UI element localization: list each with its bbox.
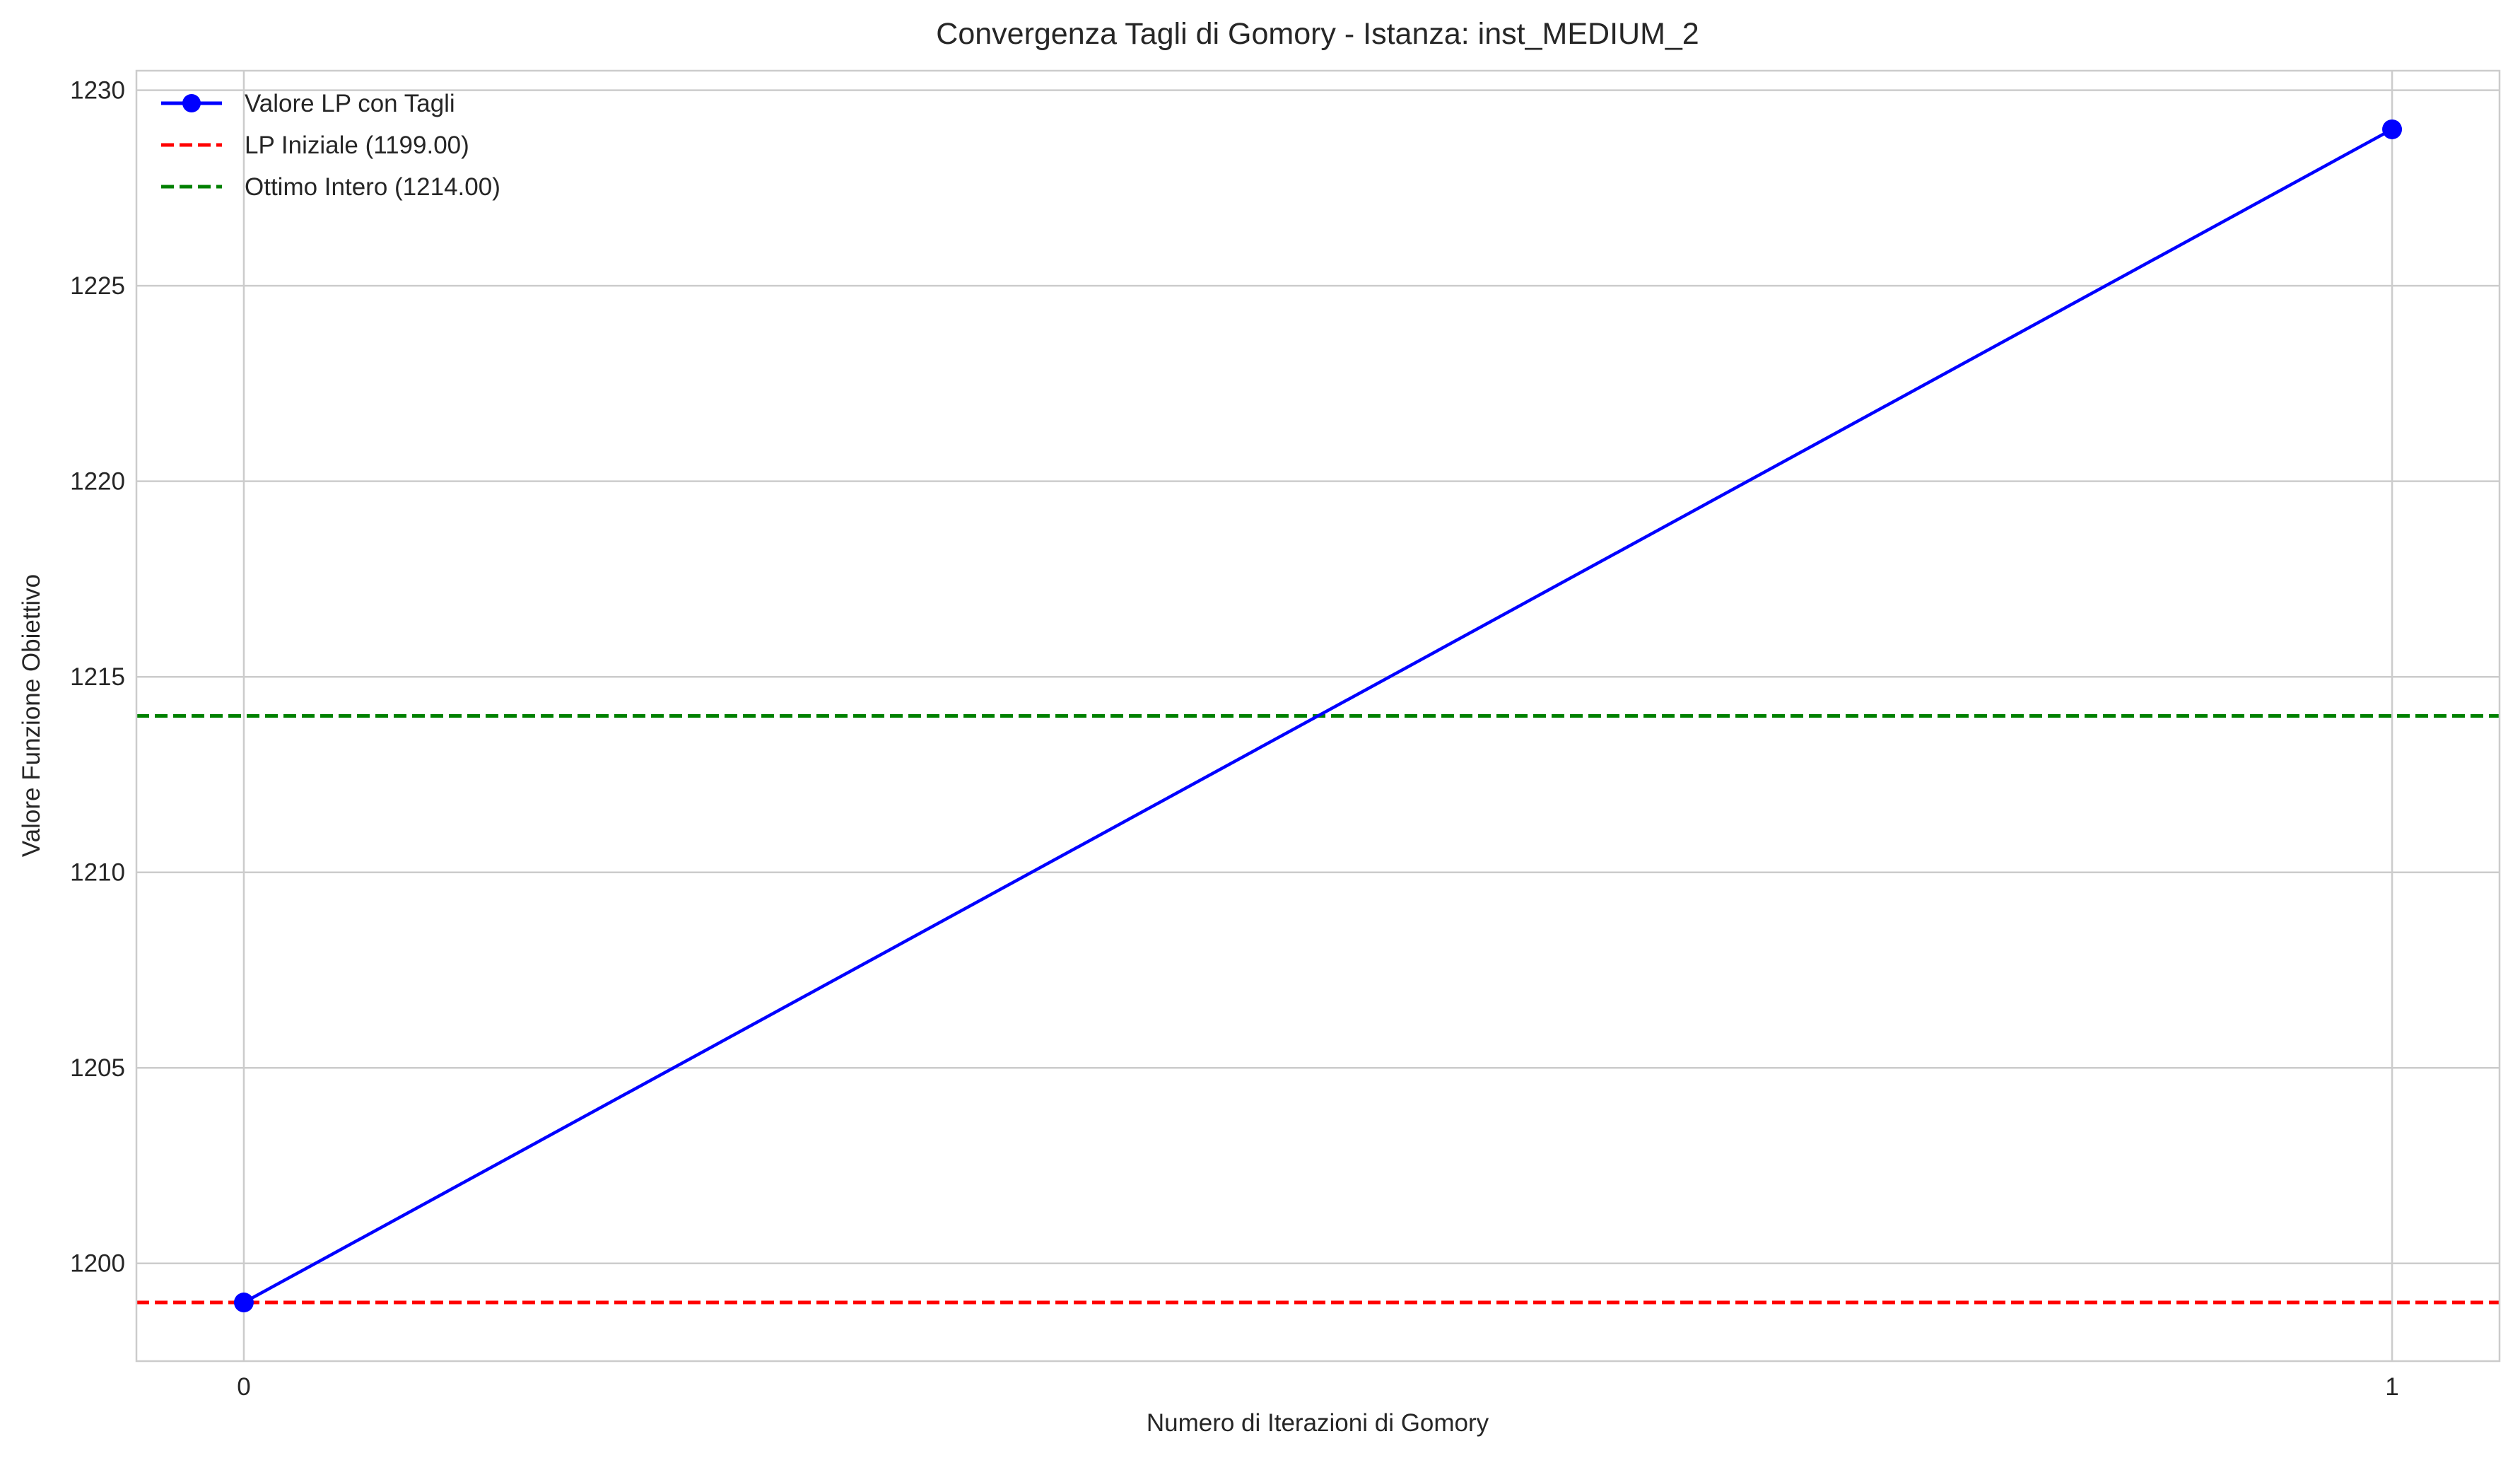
chart-title: Convergenza Tagli di Gomory - Istanza: i… xyxy=(936,17,1699,51)
x-tick-label: 1 xyxy=(2385,1373,2398,1401)
x-tick-label: 0 xyxy=(237,1373,250,1401)
legend-label: LP Iniziale (1199.00) xyxy=(245,132,469,159)
grid xyxy=(136,71,2500,1361)
y-tick-label: 1230 xyxy=(70,77,125,105)
legend-label: Ottimo Intero (1214.00) xyxy=(245,173,500,201)
legend-label: Valore LP con Tagli xyxy=(245,90,455,117)
y-axis-ticks: 1200 1205 1210 1215 1220 1225 1230 xyxy=(70,77,125,1278)
data-point xyxy=(233,1293,254,1313)
y-tick-label: 1225 xyxy=(70,272,125,300)
x-axis-label: Numero di Iterazioni di Gomory xyxy=(1147,1409,1489,1437)
y-axis-label: Valore Funzione Obiettivo xyxy=(18,574,45,857)
y-tick-label: 1200 xyxy=(70,1250,125,1278)
series-line xyxy=(242,127,2393,1305)
y-tick-label: 1210 xyxy=(70,859,125,887)
series xyxy=(233,119,2403,1313)
legend-marker xyxy=(182,94,201,112)
y-tick-label: 1215 xyxy=(70,663,125,691)
legend: Valore LP con Tagli LP Iniziale (1199.00)… xyxy=(161,90,500,201)
y-tick-label: 1205 xyxy=(70,1054,125,1082)
y-tick-label: 1220 xyxy=(70,468,125,496)
data-point xyxy=(2382,119,2403,139)
plot-frame xyxy=(135,69,2501,1363)
